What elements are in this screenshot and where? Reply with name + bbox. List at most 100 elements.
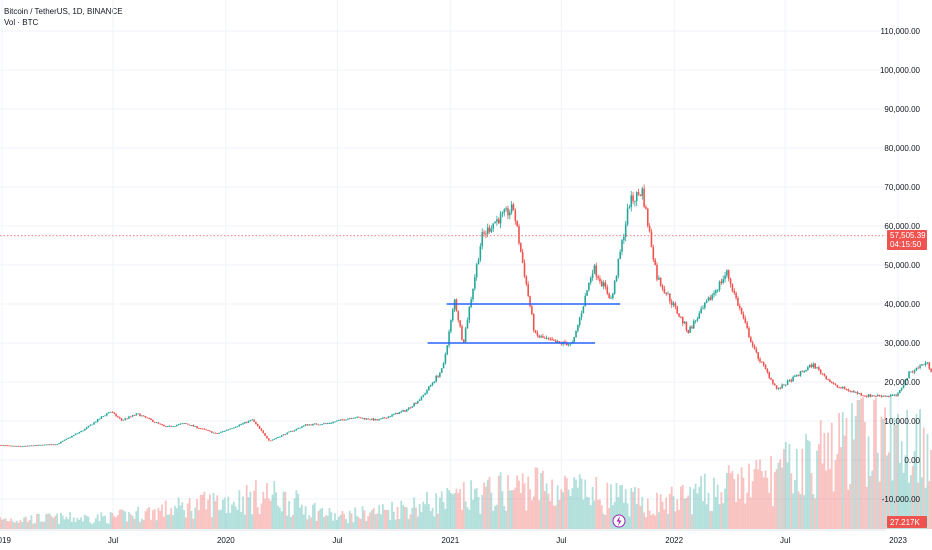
volume-bar <box>192 518 195 529</box>
volume-bar <box>508 490 511 529</box>
volume-bar <box>913 451 916 529</box>
volume-bar <box>374 514 377 529</box>
candle-body <box>492 223 495 229</box>
candle-body <box>553 340 555 342</box>
candle-body <box>762 362 765 366</box>
volume-bar <box>554 505 557 529</box>
volume-bar <box>836 454 839 529</box>
candle-body <box>190 424 193 426</box>
volume-bar <box>109 512 112 529</box>
volume-bar <box>82 521 84 529</box>
candle-body <box>317 424 320 426</box>
candle-body <box>106 413 108 416</box>
candle-body <box>124 418 127 420</box>
volume-bar <box>862 397 864 529</box>
candle-body <box>109 411 112 413</box>
volume-bar <box>181 502 184 529</box>
candle-body <box>523 262 526 277</box>
volume-bar <box>299 507 301 529</box>
candle-body <box>623 236 625 241</box>
candle-body <box>428 386 430 391</box>
volume-bar <box>494 505 496 529</box>
candle-body <box>900 388 903 391</box>
candle-body <box>613 280 616 294</box>
candle-body <box>161 424 163 426</box>
volume-bar <box>714 496 717 529</box>
candle-body <box>15 445 18 447</box>
volume-bar <box>542 470 544 529</box>
volume-bar <box>783 449 785 529</box>
volume-bar <box>624 489 627 529</box>
volume-bar <box>902 472 905 529</box>
candle-body <box>113 412 116 414</box>
candle-body <box>133 415 136 416</box>
volume-bar <box>326 515 329 529</box>
candle-body <box>656 264 658 280</box>
candle-body <box>192 424 195 427</box>
volume-bar <box>709 510 712 529</box>
volume-bar <box>643 512 646 529</box>
candle-body <box>444 354 447 364</box>
volume-bar <box>157 507 160 529</box>
volume-bar <box>93 522 95 529</box>
volume-bar <box>212 493 215 529</box>
volume-bar <box>580 478 583 529</box>
candle-body <box>455 299 458 312</box>
candle-body <box>205 429 208 431</box>
volume-bar <box>786 462 789 529</box>
volume-bar <box>201 494 204 529</box>
volume-bar <box>76 517 79 529</box>
candle-body <box>398 412 401 415</box>
volume-bar <box>751 481 754 529</box>
candle-body <box>163 425 165 427</box>
volume-bar <box>851 403 853 529</box>
candle-body <box>884 395 886 397</box>
candle-body <box>371 418 373 420</box>
volume-bar <box>705 504 708 529</box>
volume-bar <box>348 510 351 529</box>
candle-body <box>389 416 392 418</box>
volume-bar <box>271 494 274 529</box>
volume-bar <box>514 487 517 529</box>
volume-bar <box>703 473 706 529</box>
volume-bar <box>380 514 382 529</box>
candle-body <box>617 258 620 276</box>
volume-bar <box>930 449 932 529</box>
volume-bar <box>737 473 739 529</box>
candle-body <box>420 396 423 400</box>
volume-bar <box>915 413 918 529</box>
volume-bar <box>291 515 294 529</box>
volume-bar <box>757 469 760 529</box>
candle-body <box>319 424 322 426</box>
candle-body <box>442 363 445 369</box>
candle-body <box>198 428 200 429</box>
volume-bar <box>646 498 649 529</box>
candle-body <box>540 336 542 338</box>
volume-indicator-label[interactable]: Vol · BTC <box>4 18 39 27</box>
candle-body <box>402 410 404 412</box>
volume-bar <box>207 499 209 529</box>
volume-bar <box>61 515 64 529</box>
volume-bar <box>72 517 75 529</box>
candle-body <box>174 426 176 427</box>
volume-bar <box>597 499 600 529</box>
candle-body <box>858 393 861 394</box>
y-tick-label: 50,000.00 <box>884 261 920 270</box>
candle-body <box>650 231 653 247</box>
candle-body <box>201 428 204 430</box>
candle-body <box>680 316 682 318</box>
candle-body <box>665 292 667 295</box>
volume-bar <box>238 490 241 529</box>
volume-bar <box>34 522 37 529</box>
candle-body <box>516 220 518 227</box>
y-tick-label: 90,000.00 <box>884 105 920 114</box>
volume-bar <box>363 510 366 529</box>
candle-body <box>369 419 371 421</box>
volume-bar <box>681 484 684 529</box>
lightning-icon[interactable] <box>612 514 626 528</box>
volume-bar <box>834 460 837 529</box>
candle-body <box>930 368 932 372</box>
volume-bar <box>692 488 695 529</box>
candle-body <box>464 328 467 343</box>
